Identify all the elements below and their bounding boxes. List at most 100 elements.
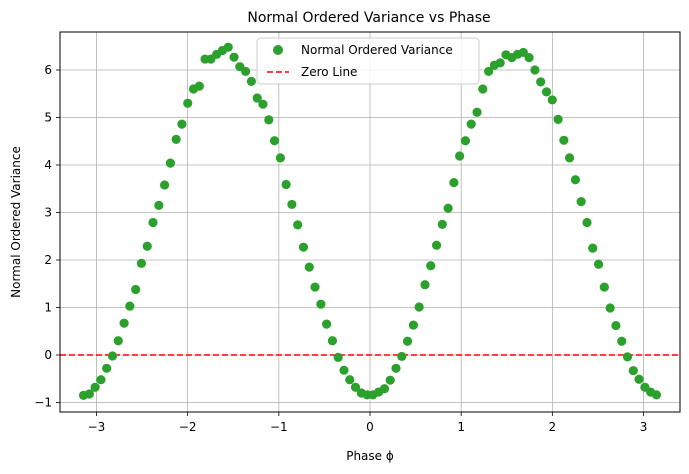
x-tick-label: 0 [366, 420, 374, 434]
data-point [264, 115, 274, 125]
x-axis-ticks: −3 −2 −1 0 1 2 3 [88, 412, 648, 434]
data-point [345, 375, 355, 385]
data-point [599, 282, 609, 292]
data-point [165, 158, 176, 168]
y-axis-label: Normal Ordered Variance [9, 146, 23, 298]
x-tick-label: 1 [457, 420, 465, 434]
data-point [472, 107, 482, 117]
data-point [258, 99, 268, 109]
data-point [322, 319, 332, 329]
legend: Normal Ordered Variance Zero Line [256, 37, 480, 85]
data-point [605, 303, 615, 313]
data-point [148, 217, 158, 228]
data-point [553, 114, 563, 124]
data-point [576, 196, 586, 207]
data-point [96, 375, 106, 385]
data-point [223, 42, 233, 52]
data-point [449, 177, 459, 188]
data-point [102, 363, 112, 373]
data-point [298, 242, 309, 252]
data-point [414, 302, 424, 312]
x-tick-label: −2 [179, 420, 197, 434]
data-point [431, 240, 442, 250]
data-point [275, 153, 285, 163]
data-point [333, 352, 343, 362]
data-point [316, 299, 326, 309]
data-point [582, 217, 592, 228]
data-point [570, 175, 581, 185]
data-point [455, 151, 465, 161]
data-point [119, 318, 129, 328]
data-point [107, 351, 118, 361]
y-tick-label: 3 [44, 206, 52, 220]
data-point [125, 301, 135, 311]
data-point [142, 241, 152, 251]
data-point [634, 374, 644, 384]
data-point [269, 136, 280, 146]
x-tick-label: 2 [549, 420, 557, 434]
data-point [281, 179, 291, 190]
data-point [304, 262, 314, 272]
legend-marker-scatter [273, 45, 283, 55]
data-point [530, 65, 540, 75]
data-point [136, 258, 147, 268]
data-point [478, 84, 488, 94]
data-point [541, 87, 552, 97]
data-point [466, 119, 476, 129]
data-point [229, 52, 239, 62]
data-point [350, 382, 361, 392]
y-tick-label: 1 [44, 301, 52, 315]
data-point [339, 365, 349, 375]
data-point [310, 282, 320, 292]
data-point [524, 53, 534, 63]
y-tick-label: 6 [44, 63, 52, 77]
data-point [246, 76, 256, 86]
legend-label-scatter: Normal Ordered Variance [301, 43, 453, 57]
data-point [159, 180, 170, 190]
data-point [559, 135, 569, 145]
data-point [460, 136, 471, 146]
data-point [588, 243, 598, 253]
data-point [622, 352, 633, 362]
data-point [177, 119, 187, 129]
chart-title: Normal Ordered Variance vs Phase [247, 10, 490, 26]
x-axis-label: Phase ϕ [346, 449, 394, 463]
scatter-points [78, 42, 662, 400]
legend-box [256, 37, 480, 85]
data-point [420, 280, 430, 290]
data-point [495, 58, 505, 68]
data-point [171, 134, 181, 144]
data-point [183, 98, 193, 108]
y-tick-label: −1 [34, 396, 52, 410]
data-point [443, 203, 453, 213]
x-tick-label: −1 [270, 420, 288, 434]
data-point [611, 320, 621, 331]
data-point [564, 153, 575, 163]
data-point [194, 81, 204, 91]
data-point [402, 336, 413, 346]
legend-label-zero-line: Zero Line [301, 65, 357, 79]
y-tick-label: 5 [44, 111, 52, 125]
y-tick-label: 4 [44, 158, 52, 172]
data-point [397, 351, 407, 362]
data-point [252, 93, 262, 103]
data-point [651, 390, 662, 400]
data-point [628, 366, 638, 376]
data-point [327, 336, 338, 346]
data-point [287, 199, 297, 210]
data-point [408, 320, 418, 330]
data-point [547, 95, 557, 105]
y-tick-label: 2 [44, 253, 52, 267]
data-point [379, 384, 390, 394]
data-point [391, 363, 401, 373]
y-tick-label: 0 [44, 348, 52, 362]
data-point [293, 220, 303, 230]
data-point [536, 77, 546, 87]
data-point [131, 284, 141, 295]
data-point [593, 259, 604, 269]
data-point [84, 389, 94, 399]
x-tick-label: 3 [640, 420, 648, 434]
data-point [426, 261, 436, 271]
data-point [484, 66, 494, 77]
